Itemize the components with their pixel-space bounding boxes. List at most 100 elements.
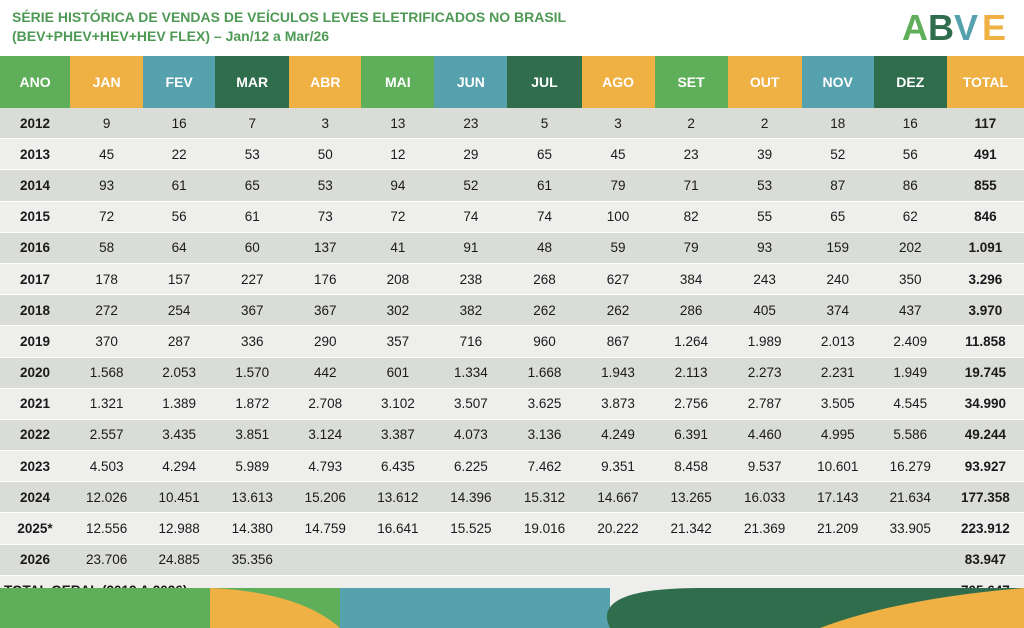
- month-value-cell: 1.872: [215, 388, 290, 420]
- month-value-cell: 3.851: [215, 419, 290, 452]
- total-cell: 93.927: [946, 450, 1024, 483]
- total-cell: 3.970: [946, 294, 1024, 327]
- column-header-dez: DEZ: [873, 56, 947, 108]
- column-header-jun: JUN: [434, 56, 508, 108]
- month-value-cell: [434, 544, 508, 576]
- month-value-cell: 3.136: [507, 419, 582, 452]
- month-value-cell: 23: [434, 108, 508, 140]
- column-header-fev: FEV: [143, 56, 216, 108]
- month-value-cell: 2.557: [70, 419, 144, 452]
- month-value-cell: 4.793: [289, 450, 362, 483]
- year-cell: 2020: [0, 357, 71, 389]
- month-value-cell: 21.634: [873, 481, 947, 514]
- month-value-cell: 56: [143, 201, 216, 233]
- footer-decoration: [0, 588, 1024, 628]
- month-value-cell: 1.989: [727, 325, 802, 358]
- month-value-cell: 13.265: [654, 481, 728, 514]
- month-value-cell: 262: [507, 294, 582, 327]
- sales-table: ANO JAN FEV MAR ABR MAI JUN JUL AGO SET OUT NOV DEZ T…: [0, 56, 1024, 608]
- month-value-cell: [801, 544, 874, 576]
- month-value-cell: 8.458: [654, 450, 728, 483]
- year-cell: 2012: [0, 108, 71, 140]
- month-value-cell: 65: [507, 138, 582, 171]
- year-cell: 2024: [0, 481, 71, 514]
- month-value-cell: 64: [143, 232, 216, 264]
- month-value-cell: 71: [654, 169, 728, 202]
- month-value-cell: 1.668: [507, 357, 582, 389]
- month-value-cell: 79: [654, 232, 728, 264]
- month-value-cell: 13.612: [361, 481, 435, 514]
- table-row: 2016 58 64 60 137 41 91 48 59 79 93 159 202 1.091: [0, 232, 1024, 264]
- column-header-out: OUT: [727, 56, 802, 108]
- title-line-1: SÉRIE HISTÓRICA DE VENDAS DE VEÍCULOS LE…: [12, 9, 567, 25]
- year-cell: 2025*: [0, 512, 71, 545]
- month-value-cell: 137: [289, 232, 362, 264]
- total-cell: 49.244: [946, 419, 1024, 452]
- total-cell: 19.745: [946, 357, 1024, 389]
- month-value-cell: 176: [289, 263, 362, 296]
- month-value-cell: 254: [143, 294, 216, 327]
- month-value-cell: 2.409: [873, 325, 947, 358]
- month-value-cell: 290: [289, 325, 362, 358]
- month-value-cell: 3.102: [361, 388, 435, 420]
- month-value-cell: 601: [361, 357, 435, 389]
- month-value-cell: 442: [289, 357, 362, 389]
- month-value-cell: 382: [434, 294, 508, 327]
- month-value-cell: 3.505: [801, 388, 874, 420]
- total-cell: 491: [946, 138, 1024, 171]
- month-value-cell: 60: [215, 232, 290, 264]
- month-value-cell: 286: [654, 294, 728, 327]
- month-value-cell: 79: [581, 169, 655, 202]
- month-value-cell: [873, 544, 947, 576]
- month-value-cell: 61: [507, 169, 582, 202]
- month-value-cell: 14.396: [434, 481, 508, 514]
- month-value-cell: 94: [361, 169, 435, 202]
- month-value-cell: 2: [727, 108, 802, 140]
- month-value-cell: 384: [654, 263, 728, 296]
- month-value-cell: 350: [873, 263, 947, 296]
- month-value-cell: 56: [873, 138, 947, 171]
- month-value-cell: 9.351: [581, 450, 655, 483]
- footer-teal-band: [340, 588, 610, 628]
- month-value-cell: 4.503: [70, 450, 144, 483]
- year-cell: 2016: [0, 232, 71, 264]
- month-value-cell: 16: [873, 108, 947, 140]
- month-value-cell: 243: [727, 263, 802, 296]
- month-value-cell: 10.601: [801, 450, 874, 483]
- month-value-cell: 1.334: [434, 357, 508, 389]
- total-cell: 855: [946, 169, 1024, 202]
- total-cell: 3.296: [946, 263, 1024, 296]
- month-value-cell: 18: [801, 108, 874, 140]
- month-value-cell: 238: [434, 263, 508, 296]
- month-value-cell: 960: [507, 325, 582, 358]
- total-cell: 177.358: [946, 481, 1024, 514]
- month-value-cell: 65: [215, 169, 290, 202]
- month-value-cell: 1.570: [215, 357, 290, 389]
- month-value-cell: 4.460: [727, 419, 802, 452]
- month-value-cell: 45: [581, 138, 655, 171]
- column-header-total: TOTAL: [946, 56, 1024, 108]
- month-value-cell: 1.264: [654, 325, 728, 358]
- month-value-cell: 3: [289, 108, 362, 140]
- footer-orange-curve: [210, 588, 340, 628]
- month-value-cell: 3.387: [361, 419, 435, 452]
- month-value-cell: 45: [70, 138, 144, 171]
- logo-letter-e: E: [982, 7, 1006, 46]
- month-value-cell: 6.225: [434, 450, 508, 483]
- month-value-cell: 12: [361, 138, 435, 171]
- footer-orange-corner: [820, 588, 1024, 628]
- table-row: 2021 1.321 1.389 1.872 2.708 3.102 3.507 3.625 3…: [0, 388, 1024, 420]
- month-value-cell: 72: [70, 201, 144, 233]
- month-value-cell: 14.667: [581, 481, 655, 514]
- month-value-cell: 73: [289, 201, 362, 233]
- month-value-cell: 2.053: [143, 357, 216, 389]
- table-row: 2018 272 254 367 367 302 382 262 262 286 405 374 437…: [0, 294, 1024, 327]
- month-value-cell: 2.708: [289, 388, 362, 420]
- month-value-cell: [727, 544, 802, 576]
- month-value-cell: 48: [507, 232, 582, 264]
- month-value-cell: [581, 544, 655, 576]
- month-value-cell: 12.556: [70, 512, 144, 545]
- month-value-cell: 287: [143, 325, 216, 358]
- month-value-cell: 35.356: [215, 544, 290, 576]
- table-body: 2012 9 16 7 3 13 23 5 3 2 2 18 16 117 2013 45 22 53 50 12 29…: [0, 108, 1024, 608]
